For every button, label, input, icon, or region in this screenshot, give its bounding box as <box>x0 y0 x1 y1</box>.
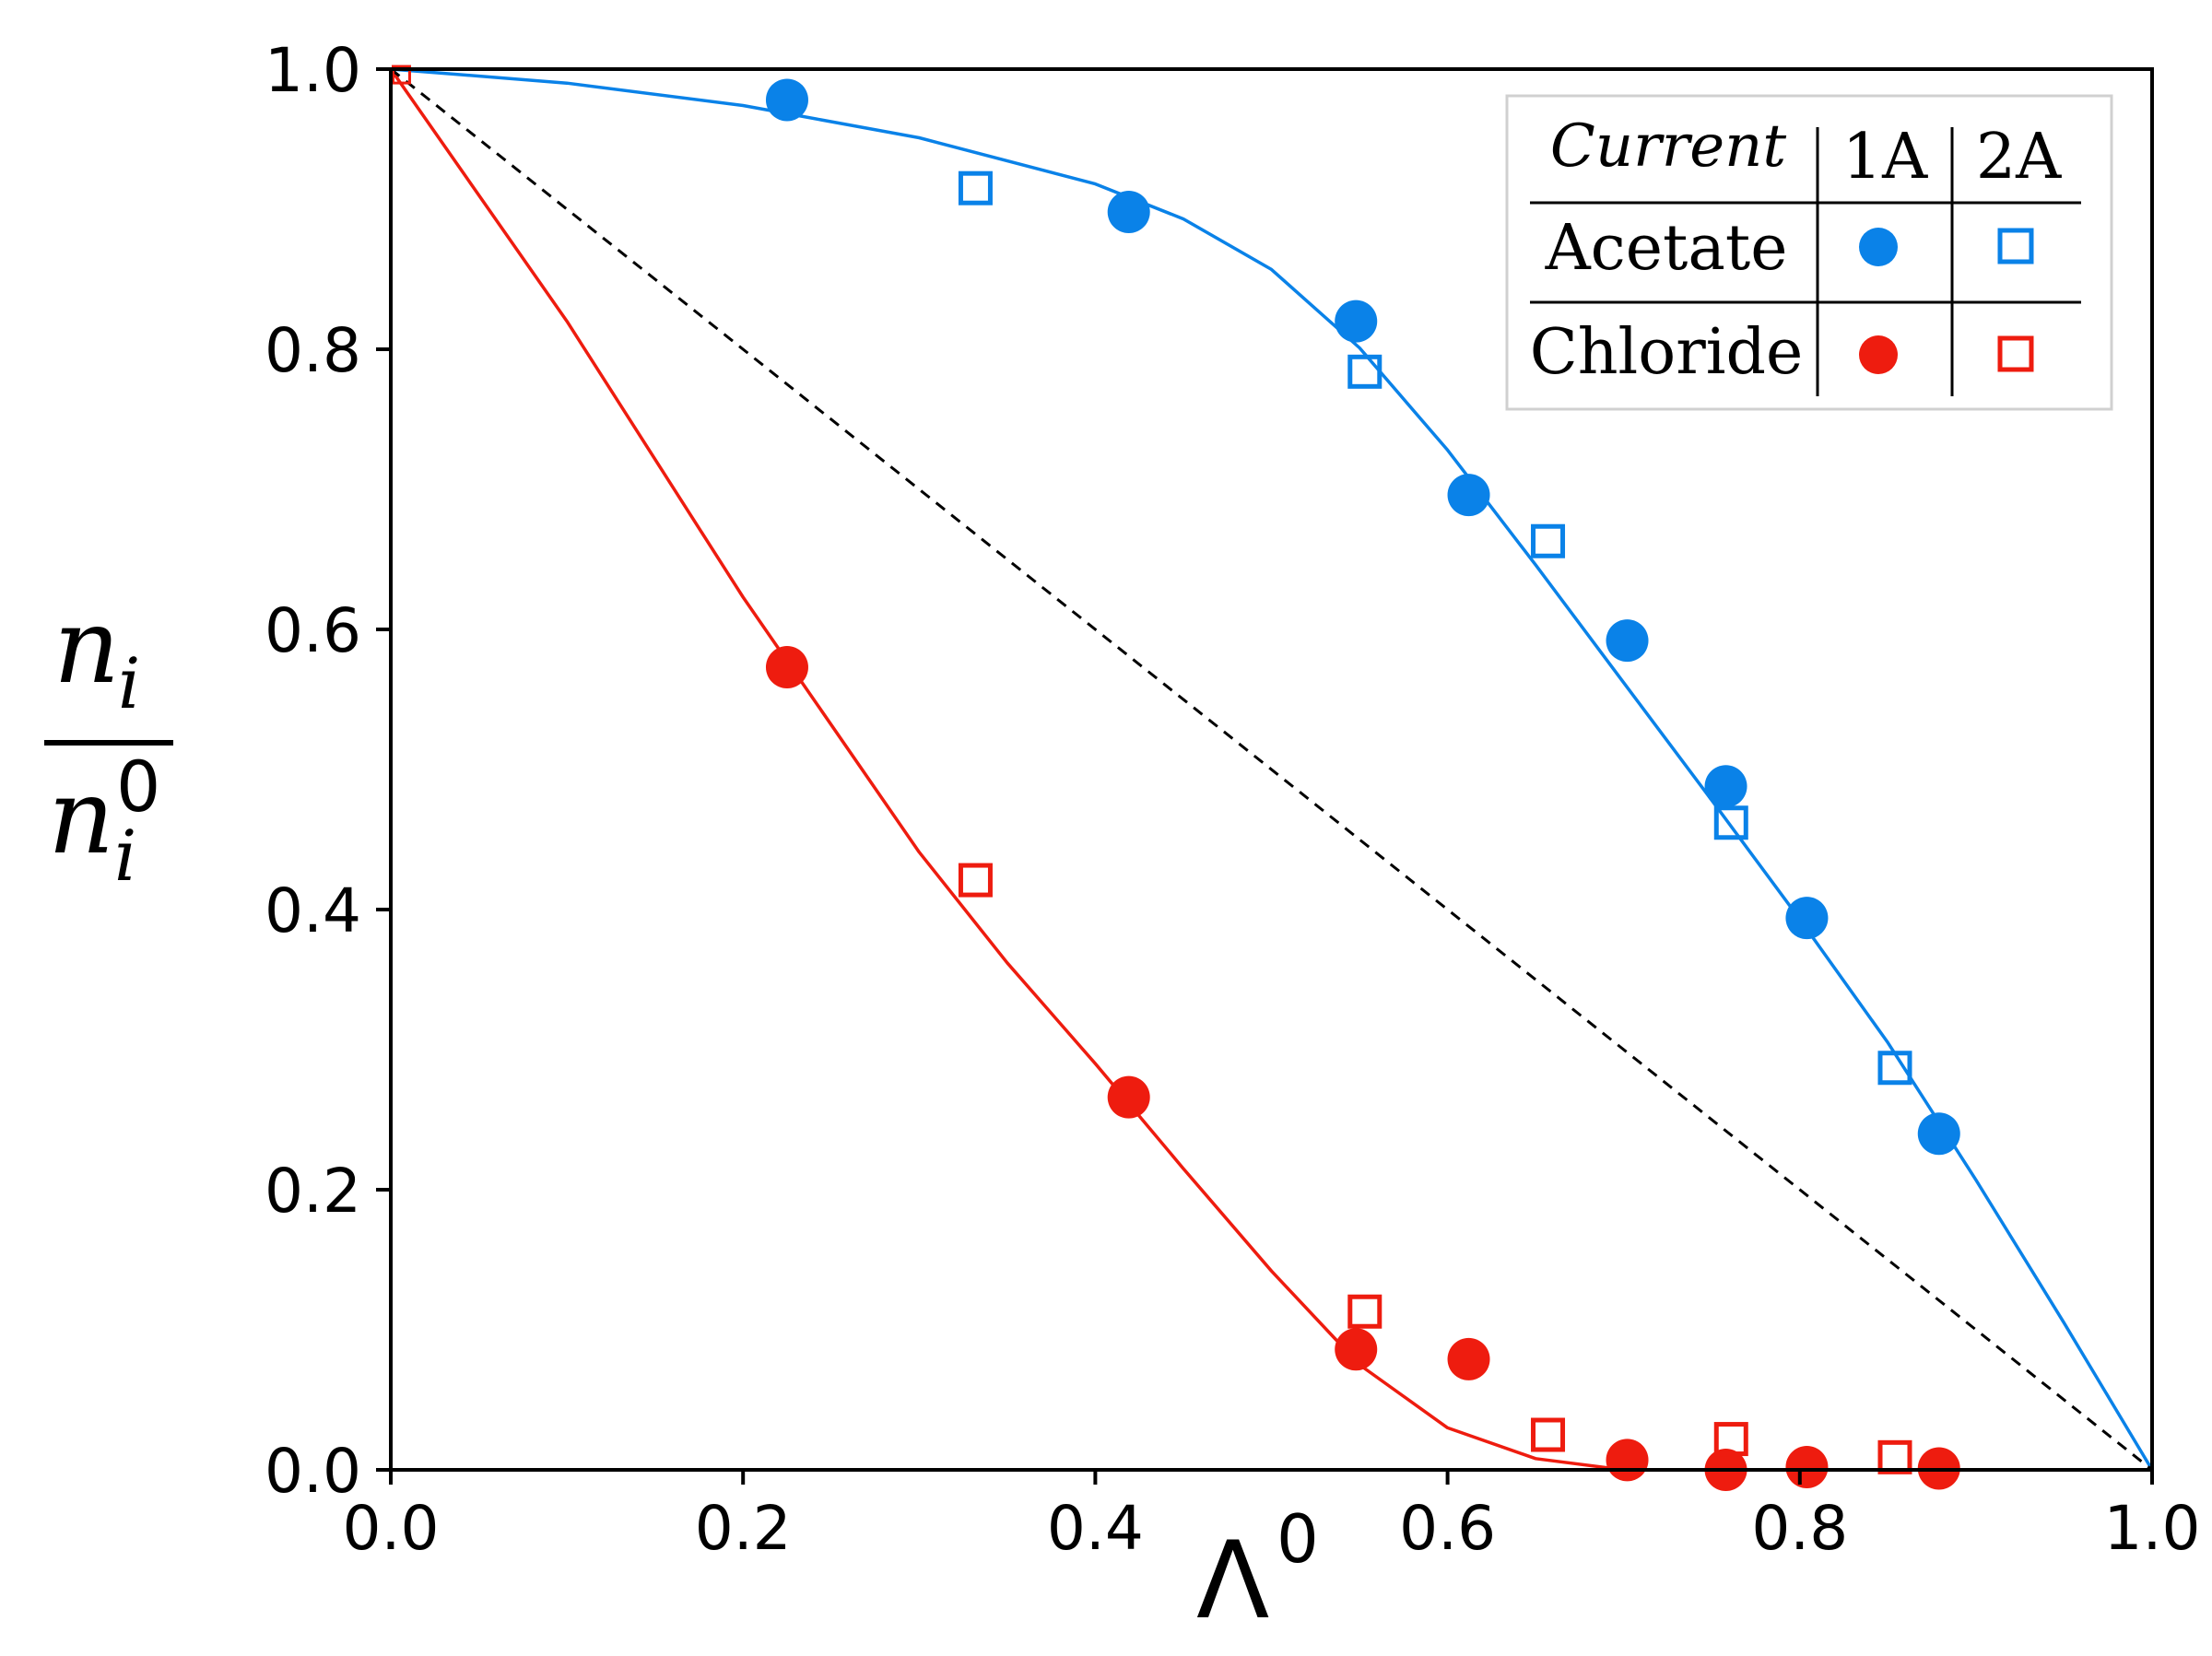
legend-chloride-1a-marker <box>1859 335 1898 374</box>
legend-col-2a: 2A <box>1976 121 2062 194</box>
legend: Current 1A 2A Acetate Chloride <box>1505 94 2113 411</box>
data-point-s1-2 <box>1531 523 1566 558</box>
data-point-s3-3 <box>1713 1422 1748 1457</box>
data-point-s2-0 <box>765 646 808 689</box>
ylabel-num-sub: i <box>118 642 140 724</box>
data-point-s0-6 <box>1785 897 1829 940</box>
data-point-s3-1 <box>1347 1294 1382 1329</box>
fit-line-2 <box>390 67 2153 1472</box>
x-axis-ticks: 0.0 0.2 0.4 0.6 0.8 1.0 <box>343 1470 2201 1564</box>
y-tick-label-3: 0.6 <box>265 595 361 666</box>
x-tick-label-1: 0.2 <box>695 1493 792 1564</box>
legend-header: Current <box>1550 112 1786 181</box>
fit-line-0 <box>390 67 2154 1471</box>
data-point-s3-2 <box>1531 1417 1566 1452</box>
fit-line-1 <box>389 67 1712 1472</box>
data-point-s3-4 <box>1877 1439 1912 1474</box>
legend-box <box>1505 94 2113 411</box>
data-point-s1-0 <box>958 170 993 206</box>
y-tick-label-5: 1.0 <box>265 35 361 106</box>
data-point-s0-5 <box>1704 765 1747 808</box>
x-tick-label-3: 0.6 <box>1399 1493 1496 1564</box>
ylabel-num-base: n <box>53 587 120 707</box>
data-point-s2-2 <box>1335 1328 1378 1371</box>
fit-lines <box>389 67 2154 1472</box>
data-point-s0-1 <box>1107 191 1150 234</box>
legend-row-acetate: Acetate <box>1545 212 1788 285</box>
data-point-s2-3 <box>1447 1337 1490 1380</box>
ylabel-den-sup: 0 <box>116 746 160 828</box>
legend-col-1a: 1A <box>1842 121 1928 194</box>
legend-row-chloride: Chloride <box>1530 316 1804 389</box>
data-point-s1-1 <box>1347 354 1382 389</box>
x-tick-label-2: 0.4 <box>1047 1493 1144 1564</box>
y-tick-label-0: 0.0 <box>265 1436 361 1507</box>
xlabel-symbol: Λ <box>1196 1519 1269 1643</box>
x-tick-label-0: 0.0 <box>343 1493 440 1564</box>
data-point-s0-7 <box>1917 1112 1960 1156</box>
y-tick-label-4: 0.8 <box>265 315 361 386</box>
data-point-s4-0 <box>391 65 411 85</box>
xlabel-sup: 0 <box>1277 1500 1319 1578</box>
y-tick-label-1: 0.2 <box>265 1156 361 1227</box>
y-axis-label: n i n i 0 <box>44 587 173 897</box>
data-point-s2-1 <box>1107 1075 1150 1119</box>
data-point-s0-2 <box>1335 299 1378 343</box>
data-point-s3-0 <box>958 863 993 898</box>
data-point-s2-6 <box>1785 1445 1829 1488</box>
data-point-s2-4 <box>1606 1439 1649 1482</box>
y-axis-ticks: 0.0 0.2 0.4 0.6 0.8 1.0 <box>265 35 391 1507</box>
legend-acetate-1a-marker <box>1859 228 1898 266</box>
y-tick-label-2: 0.4 <box>265 875 361 946</box>
ylabel-den-sub: i <box>114 815 136 897</box>
data-markers <box>391 65 1960 1491</box>
ylabel-den-base: n <box>48 758 114 877</box>
data-point-s1-3 <box>1713 805 1748 840</box>
x-tick-label-4: 0.8 <box>1751 1493 1848 1564</box>
legend-acetate-2a-marker <box>1997 228 2034 264</box>
data-point-s0-4 <box>1606 619 1649 663</box>
x-tick-label-5: 1.0 <box>2104 1493 2201 1564</box>
data-point-s0-3 <box>1447 474 1490 517</box>
data-point-s1-4 <box>1877 1051 1912 1086</box>
legend-chloride-2a-marker <box>1997 335 2034 372</box>
x-axis-label: Λ 0 <box>1196 1500 1319 1643</box>
data-point-s0-0 <box>765 78 808 122</box>
plot-frame <box>389 67 2154 1472</box>
